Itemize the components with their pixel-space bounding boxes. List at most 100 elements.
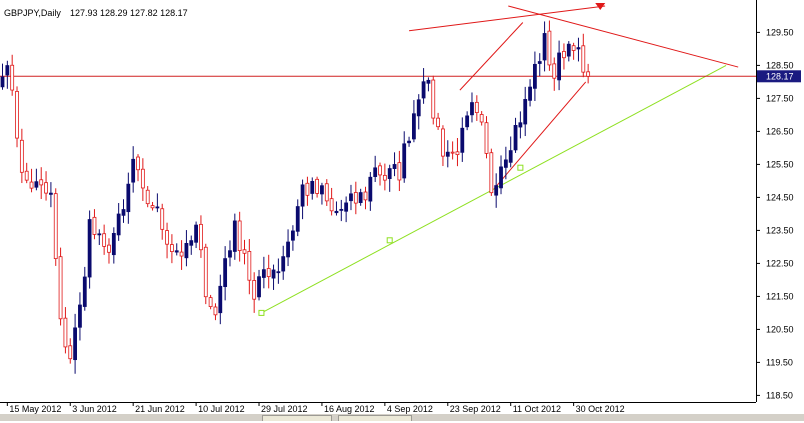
candle[interactable] xyxy=(402,131,407,183)
candle[interactable] xyxy=(484,116,489,159)
candle[interactable] xyxy=(107,238,111,264)
support-line-anchor[interactable] xyxy=(258,309,265,316)
candle[interactable] xyxy=(300,179,305,220)
candle[interactable] xyxy=(513,117,518,153)
chart-tab[interactable] xyxy=(338,415,412,421)
candle[interactable] xyxy=(508,136,513,168)
candle[interactable] xyxy=(499,155,503,195)
candle[interactable] xyxy=(523,86,528,137)
candle[interactable] xyxy=(5,60,10,89)
candle[interactable] xyxy=(547,20,552,71)
candle[interactable] xyxy=(87,210,92,289)
candle[interactable] xyxy=(455,138,460,167)
candle[interactable] xyxy=(562,43,566,70)
candle[interactable] xyxy=(329,187,334,216)
candle[interactable] xyxy=(421,68,426,104)
candle[interactable] xyxy=(494,173,499,208)
candle[interactable] xyxy=(407,136,411,147)
candle[interactable] xyxy=(411,100,416,143)
candle[interactable] xyxy=(474,95,479,121)
candle[interactable] xyxy=(140,158,145,201)
candle[interactable] xyxy=(489,148,494,196)
candle[interactable] xyxy=(290,225,295,251)
candle[interactable] xyxy=(533,51,537,102)
candle[interactable] xyxy=(334,201,339,216)
candle[interactable] xyxy=(165,222,169,259)
candle[interactable] xyxy=(271,264,276,290)
candle[interactable] xyxy=(382,163,387,191)
candle[interactable] xyxy=(82,266,87,311)
candle[interactable] xyxy=(465,111,470,131)
candle[interactable] xyxy=(426,77,431,92)
candle[interactable] xyxy=(315,176,320,198)
candle[interactable] xyxy=(73,313,77,374)
candle[interactable] xyxy=(576,37,581,62)
candle[interactable] xyxy=(232,213,237,260)
candle[interactable] xyxy=(116,203,121,241)
candle[interactable] xyxy=(174,243,179,256)
candle[interactable] xyxy=(305,176,310,206)
candle[interactable] xyxy=(252,272,257,313)
resistance-trend-line[interactable] xyxy=(508,5,739,68)
candle[interactable] xyxy=(286,229,290,267)
candle[interactable] xyxy=(392,152,397,177)
candle[interactable] xyxy=(358,188,363,206)
candle[interactable] xyxy=(368,172,373,211)
candle[interactable] xyxy=(102,224,107,255)
candle[interactable] xyxy=(68,338,73,364)
candle[interactable] xyxy=(261,256,266,289)
candle[interactable] xyxy=(34,168,39,191)
channel-lower-line[interactable] xyxy=(493,81,587,190)
candle[interactable] xyxy=(131,146,136,193)
candle[interactable] xyxy=(44,171,48,201)
candle[interactable] xyxy=(78,292,82,341)
candle[interactable] xyxy=(349,184,353,211)
candle[interactable] xyxy=(416,94,421,130)
candle[interactable] xyxy=(126,172,131,224)
candle[interactable] xyxy=(586,63,591,84)
candle[interactable] xyxy=(15,86,19,148)
candle[interactable] xyxy=(310,177,315,200)
candle[interactable] xyxy=(24,162,29,184)
candle[interactable] xyxy=(339,199,344,222)
candle[interactable] xyxy=(431,75,436,125)
candle[interactable] xyxy=(150,201,155,211)
candle[interactable] xyxy=(436,112,441,130)
candle[interactable] xyxy=(450,141,455,160)
candle[interactable] xyxy=(228,240,232,267)
candle[interactable] xyxy=(460,117,465,162)
candle[interactable] xyxy=(518,111,523,139)
candle[interactable] xyxy=(39,167,44,200)
candle[interactable] xyxy=(397,150,402,192)
candle[interactable] xyxy=(295,199,300,237)
candle[interactable] xyxy=(189,235,194,255)
candle[interactable] xyxy=(353,181,358,215)
candle[interactable] xyxy=(19,128,24,184)
candle[interactable] xyxy=(111,227,116,264)
candle[interactable] xyxy=(537,53,542,77)
candle[interactable] xyxy=(213,303,218,321)
candle[interactable] xyxy=(218,274,223,325)
support-line-anchor[interactable] xyxy=(517,164,524,171)
candle[interactable] xyxy=(63,307,68,354)
candle[interactable] xyxy=(445,140,450,168)
candle[interactable] xyxy=(179,240,184,270)
candle[interactable] xyxy=(320,182,324,205)
candle[interactable] xyxy=(373,155,378,183)
candle[interactable] xyxy=(97,229,102,245)
support-line-anchor[interactable] xyxy=(386,237,393,244)
candle[interactable] xyxy=(92,209,97,240)
candle[interactable] xyxy=(169,234,174,264)
candle[interactable] xyxy=(29,168,34,193)
candle[interactable] xyxy=(10,54,15,96)
candle[interactable] xyxy=(237,211,242,262)
candle[interactable] xyxy=(136,154,140,182)
support-trend-line[interactable] xyxy=(261,64,727,314)
candle[interactable] xyxy=(528,79,532,107)
candle[interactable] xyxy=(223,246,228,301)
candle[interactable] xyxy=(49,182,53,208)
candle[interactable] xyxy=(542,21,547,72)
candle[interactable] xyxy=(378,162,382,186)
candle[interactable] xyxy=(242,239,247,265)
